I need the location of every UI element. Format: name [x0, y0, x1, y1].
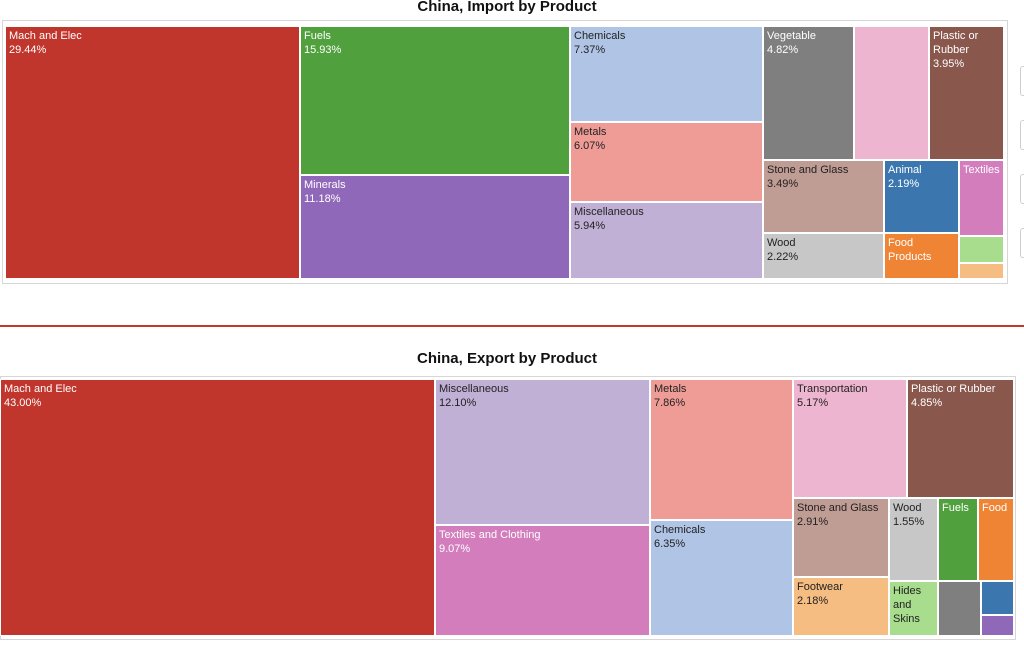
treemap-tile[interactable]	[938, 581, 981, 636]
treemap-tile-hides-and-skins[interactable]: Hides and Skins	[889, 581, 938, 636]
tile-value: 4.82%	[767, 44, 799, 56]
tile-label: Wood	[893, 502, 922, 514]
tile-value: 3.49%	[767, 178, 799, 190]
tile-value: 29.44%	[9, 44, 47, 56]
treemap-tile-metals[interactable]: Metals 7.86%	[650, 379, 793, 520]
tile-label: Metals	[654, 383, 687, 395]
treemap-tile[interactable]	[959, 263, 1004, 279]
tile-label: Miscellaneous	[574, 206, 644, 218]
tile-label: Miscellaneous	[439, 383, 509, 395]
import-chart-title: China, Import by Product	[417, 0, 597, 15]
scroll-tab[interactable]	[1020, 66, 1024, 96]
treemap-tile-fuels[interactable]: Fuels	[938, 498, 978, 581]
tile-label: Plastic or Rubber	[933, 30, 979, 56]
tile-value: 7.86%	[654, 397, 686, 409]
tile-label: Chemicals	[654, 524, 706, 536]
treemap-tile-stone-and-glass[interactable]: Stone and Glass 3.49%	[763, 160, 884, 233]
scroll-tab[interactable]	[1020, 120, 1024, 150]
export-chart-title: China, Export by Product	[416, 350, 597, 367]
treemap-tile-fuels[interactable]: Fuels 15.93%	[300, 26, 570, 175]
tile-label: Mach and Elec	[4, 383, 77, 395]
tile-value: 15.93%	[304, 44, 342, 56]
treemap-tile-minerals[interactable]: Minerals 11.18%	[300, 175, 570, 279]
tile-value: 2.22%	[767, 251, 799, 263]
tile-label: Wood	[767, 237, 796, 249]
tile-value: 9.07%	[439, 543, 471, 555]
tile-label: Transportation	[797, 383, 868, 395]
tile-value: 1.55%	[893, 516, 925, 528]
tile-value: 12.10%	[439, 397, 477, 409]
tile-value: 6.35%	[654, 538, 686, 550]
tile-value: 6.07%	[574, 140, 606, 152]
tile-label: Plastic or Rubber	[911, 383, 996, 395]
treemap-tile-textiles-and-clothing[interactable]: Textiles and Clothing 9.07%	[435, 525, 650, 636]
tile-label: Textiles	[963, 164, 1000, 176]
scroll-tab[interactable]	[1020, 228, 1024, 258]
tile-value: 2.19%	[888, 178, 920, 190]
treemap-tile-animal[interactable]: Animal 2.19%	[884, 160, 959, 233]
treemap-tile-mach-and-elec[interactable]: Mach and Elec 29.44%	[5, 26, 300, 279]
treemap-tile-footwear[interactable]: Footwear 2.18%	[793, 577, 889, 636]
tile-label: Stone and Glass	[767, 164, 849, 176]
tile-label: Chemicals	[574, 30, 626, 42]
tile-label: Hides and Skins	[893, 585, 922, 625]
treemap-tile-chemicals[interactable]: Chemicals 7.37%	[570, 26, 763, 122]
tile-label: Vegetable	[767, 30, 816, 42]
section-divider	[0, 325, 1024, 327]
tile-label: Fuels	[942, 502, 969, 514]
tile-label: Minerals	[304, 179, 346, 191]
treemap-tile-plastic-or-rubber[interactable]: Plastic or Rubber 3.95%	[929, 26, 1004, 160]
treemap-tile-miscellaneous[interactable]: Miscellaneous 5.94%	[570, 202, 763, 279]
treemap-tile-plastic-or-rubber[interactable]: Plastic or Rubber 4.85%	[907, 379, 1014, 498]
treemap-tile-wood[interactable]: Wood 2.22%	[763, 233, 884, 279]
treemap-tile-textiles[interactable]: Textiles	[959, 160, 1004, 236]
tile-label: Stone and Glass	[797, 502, 879, 514]
tile-value: 11.18%	[304, 193, 341, 205]
tile-value: 5.17%	[797, 397, 829, 409]
tile-label: Food Products	[888, 237, 932, 263]
tile-value: 2.18%	[797, 595, 829, 607]
tile-value: 3.95%	[933, 58, 965, 70]
treemap-tile[interactable]	[854, 26, 929, 160]
treemap-tile-miscellaneous[interactable]: Miscellaneous 12.10%	[435, 379, 650, 525]
tile-label: Footwear	[797, 581, 843, 593]
tile-label: Food	[982, 502, 1008, 514]
treemap-tile-stone-and-glass[interactable]: Stone and Glass 2.91%	[793, 498, 889, 577]
treemap-tile[interactable]	[981, 615, 1014, 636]
treemap-tile-food[interactable]: Food	[978, 498, 1014, 581]
treemap-tile-wood[interactable]: Wood 1.55%	[889, 498, 938, 581]
tile-label: Textiles and Clothing	[439, 529, 541, 541]
treemap-tile[interactable]	[981, 581, 1014, 615]
tile-value: 2.91%	[797, 516, 829, 528]
treemap-tile-transportation[interactable]: Transportation 5.17%	[793, 379, 907, 498]
tile-value: 4.85%	[911, 397, 943, 409]
treemap-tile[interactable]	[959, 236, 1004, 263]
tile-value: 43.00%	[4, 397, 42, 409]
tile-value: 7.37%	[574, 44, 606, 56]
treemap-tile-chemicals[interactable]: Chemicals 6.35%	[650, 520, 793, 636]
tile-label: Mach and Elec	[9, 30, 82, 42]
treemap-tile-mach-and-elec[interactable]: Mach and Elec 43.00%	[0, 379, 435, 636]
treemap-tile-metals[interactable]: Metals 6.07%	[570, 122, 763, 202]
tile-value: 5.94%	[574, 220, 606, 232]
tile-label: Metals	[574, 126, 607, 138]
tile-label: Animal	[888, 164, 922, 176]
scroll-tab[interactable]	[1020, 174, 1024, 204]
treemap-tile-food-products[interactable]: Food Products	[884, 233, 959, 279]
tile-label: Fuels	[304, 30, 331, 42]
treemap-tile-vegetable[interactable]: Vegetable 4.82%	[763, 26, 854, 160]
